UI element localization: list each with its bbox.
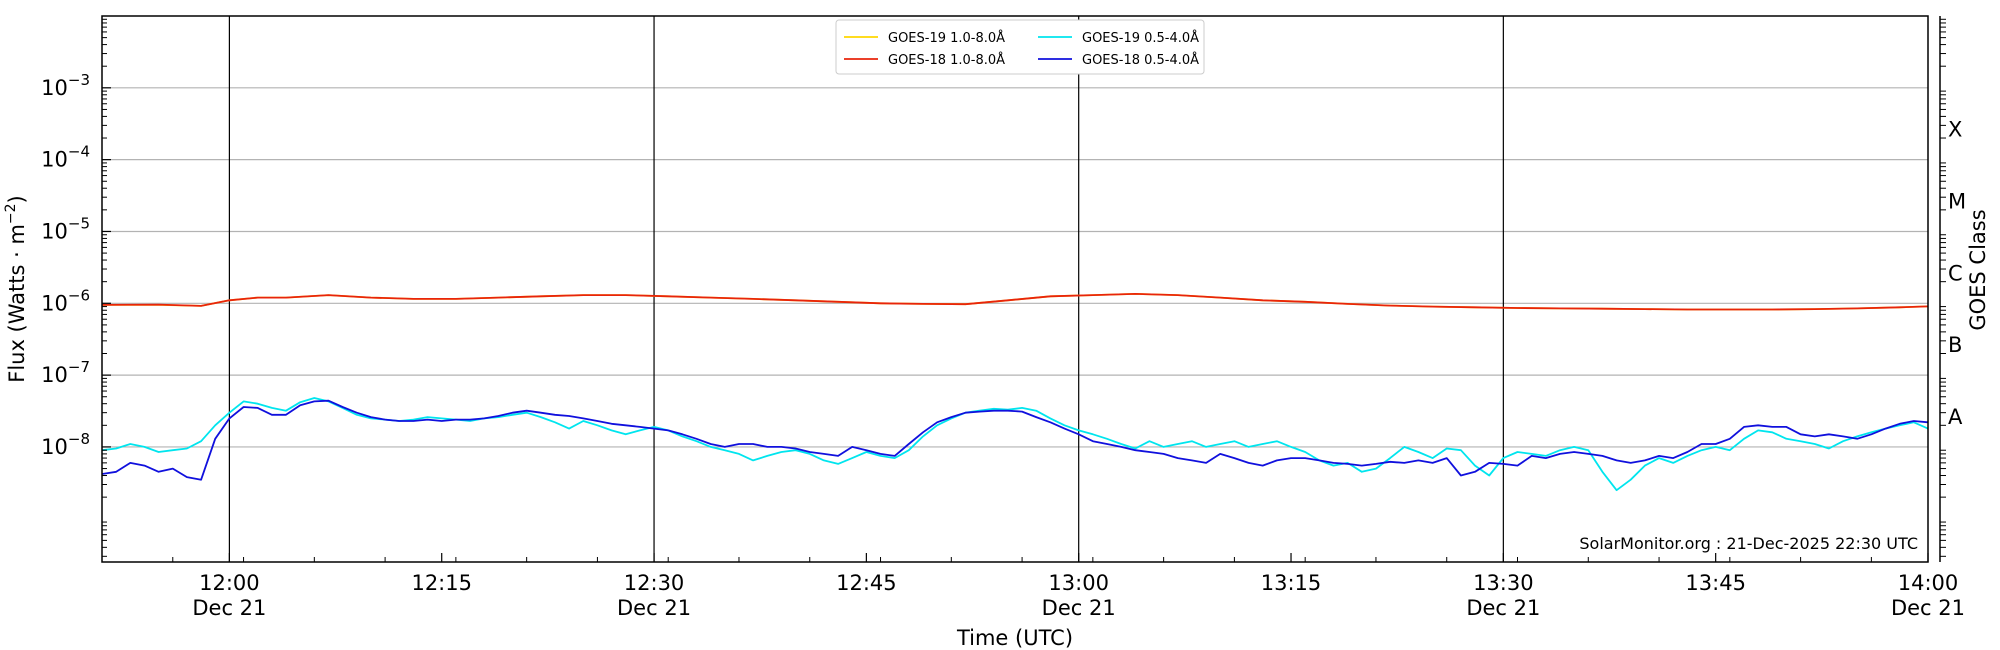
y-tick-base: 10 [41, 148, 68, 172]
series-line-1 [102, 293, 1928, 311]
y-tick-label: 10−3 [41, 71, 90, 100]
y-tick-exponent: −4 [68, 143, 90, 161]
x-tick-label: 13:30 [1473, 571, 1534, 595]
y-axis-title-exponent: −2 [3, 203, 19, 224]
x-tick-date: Dec 21 [1891, 596, 1965, 620]
goes-class-B: B [1948, 333, 1962, 357]
y-tick-label: 10−6 [41, 286, 90, 315]
x-tick-label: 12:30 [624, 571, 685, 595]
footer-credit: SolarMonitor.org : 21-Dec-2025 22:30 UTC [1579, 534, 1918, 553]
x-tick-label: 12:00 [199, 571, 260, 595]
y-tick-label: 10−4 [41, 143, 90, 172]
y-axis-title-main: Flux (Watts · m [5, 224, 29, 383]
axis-ticks [101, 18, 1946, 562]
x-tick-date: Dec 21 [192, 596, 266, 620]
y-axis-title: Flux (Watts · m−2) [3, 195, 29, 383]
y-tick-exponent: −3 [68, 71, 90, 89]
series-lines [102, 293, 1928, 492]
grid-lines [102, 87, 1928, 448]
legend-label-3: GOES-18 0.5-4.0Å [1082, 52, 1199, 68]
goes-class-A: A [1948, 405, 1963, 429]
legend-box [835, 19, 1205, 75]
x-tick-label: 12:15 [411, 571, 472, 595]
y-tick-label: 10−8 [41, 430, 90, 459]
x-tick-label: 13:45 [1685, 571, 1746, 595]
plot-frame [101, 15, 1929, 563]
y-tick-base: 10 [41, 435, 68, 459]
y-tick-exponent: −5 [68, 214, 90, 232]
x-tick-date: Dec 21 [1042, 596, 1116, 620]
x-tick-label: 13:00 [1048, 571, 1109, 595]
x-tick-label: 12:45 [836, 571, 897, 595]
y-tick-base: 10 [41, 76, 68, 100]
y-tick-exponent: −6 [68, 286, 90, 304]
goes-class-axis-title: GOES Class [1966, 209, 1990, 330]
x-axis-title: Time (UTC) [956, 626, 1073, 650]
legend-label-0: GOES-19 1.0-8.0Å [888, 30, 1005, 46]
x-tick-date: Dec 21 [1466, 596, 1540, 620]
goes-class-X: X [1948, 118, 1962, 142]
y-axis-title-close: ) [5, 195, 29, 203]
x-tick-label: 13:15 [1261, 571, 1322, 595]
legend: GOES-19 1.0-8.0Å GOES-18 1.0-8.0Å GOES-19 … [835, 19, 1205, 75]
y-tick-base: 10 [41, 291, 68, 315]
y-tick-label: 10−5 [41, 214, 90, 243]
day-reference-lines [228, 16, 1504, 562]
goes-class-C: C [1948, 261, 1963, 285]
y-tick-label: 10−7 [41, 358, 90, 387]
y-tick-base: 10 [41, 363, 68, 387]
series-line-3 [102, 399, 1928, 481]
y-tick-exponent: −8 [68, 430, 90, 448]
y-tick-exponent: −7 [68, 358, 90, 376]
y-tick-base: 10 [41, 219, 68, 243]
x-tick-label: 14:00 [1898, 571, 1959, 595]
legend-label-1: GOES-18 1.0-8.0Å [888, 52, 1005, 68]
x-tick-date: Dec 21 [617, 596, 691, 620]
goes-class-M: M [1948, 189, 1966, 213]
legend-label-2: GOES-19 0.5-4.0Å [1082, 30, 1199, 46]
